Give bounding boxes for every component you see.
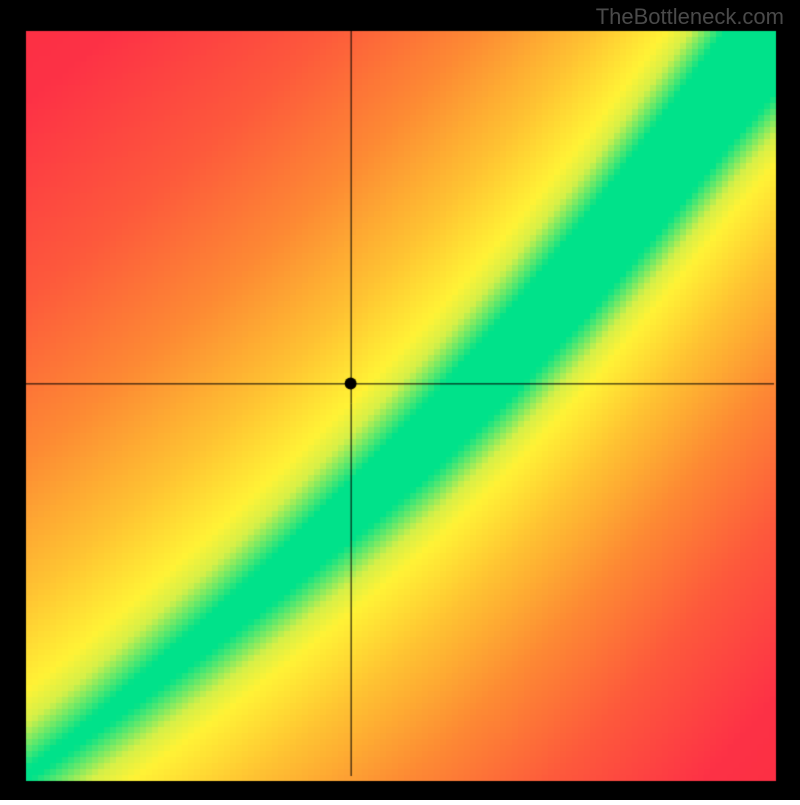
chart-container: TheBottleneck.com — [0, 0, 800, 800]
heatmap-canvas — [0, 0, 800, 800]
watermark: TheBottleneck.com — [596, 4, 784, 30]
